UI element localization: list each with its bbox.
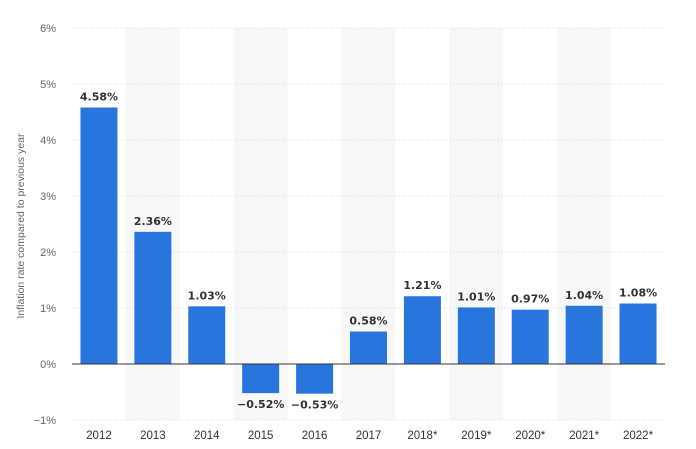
x-tick-label: 2019* [461, 430, 492, 442]
y-tick-label: 2% [40, 247, 56, 259]
bar[interactable] [511, 309, 549, 364]
y-tick-label: 1% [40, 303, 56, 315]
bar[interactable] [242, 364, 280, 394]
y-tick-label: 3% [40, 191, 56, 203]
x-tick-label: 2013 [140, 430, 166, 442]
x-tick-label: 2017 [356, 430, 382, 442]
y-axis-label: Inflation rate compared to previous year [15, 133, 27, 319]
data-label: 0.58% [349, 315, 387, 328]
bar[interactable] [619, 303, 657, 364]
data-label: −0.53% [291, 399, 338, 412]
x-tick-label: 2022* [623, 430, 654, 442]
data-label: 1.04% [565, 289, 603, 302]
bar[interactable] [350, 331, 387, 364]
x-tick-label: 2014 [194, 430, 220, 442]
data-label: 4.58% [80, 91, 118, 104]
bar[interactable] [565, 305, 603, 364]
data-label: 0.97% [511, 293, 549, 306]
x-tick-label: 2021* [569, 430, 600, 442]
x-tick-label: 2015 [248, 430, 274, 442]
y-tick-label: 4% [40, 135, 56, 147]
data-label: 1.08% [619, 287, 657, 300]
data-label: 2.36% [134, 215, 172, 228]
bar[interactable] [188, 306, 226, 364]
bar[interactable] [403, 296, 441, 364]
bars [80, 107, 657, 394]
bar[interactable] [457, 307, 495, 364]
data-label: 1.01% [457, 290, 495, 303]
data-label: 1.03% [188, 289, 226, 302]
bar[interactable] [134, 231, 172, 364]
x-tick-label: 2016 [302, 430, 328, 442]
y-tick-label: 0% [40, 359, 56, 371]
y-tick-label: 5% [40, 79, 56, 91]
x-tick-label: 2018* [407, 430, 438, 442]
bar[interactable] [296, 364, 334, 394]
data-label: −0.52% [237, 398, 284, 411]
x-tick-label: 2020* [515, 430, 546, 442]
y-tick-label: 6% [40, 23, 56, 35]
bar[interactable] [80, 107, 118, 365]
y-tick-label: −1% [34, 415, 57, 427]
x-axis-ticks: 2012 2013 2014 2015 2016 2017 2018* 2019* 2020* 2… [86, 430, 653, 442]
x-tick-label: 2012 [86, 430, 112, 442]
background-band [233, 28, 288, 420]
data-labels: 4.58% 2.36% 1.03% −0.52% −0.53% 0.58% 1.21% 1.0… [80, 91, 657, 412]
data-label: 1.21% [403, 279, 441, 292]
y-axis-ticks: −1% 0% 1% 2% 3% 4% 5% 6% [34, 23, 57, 427]
